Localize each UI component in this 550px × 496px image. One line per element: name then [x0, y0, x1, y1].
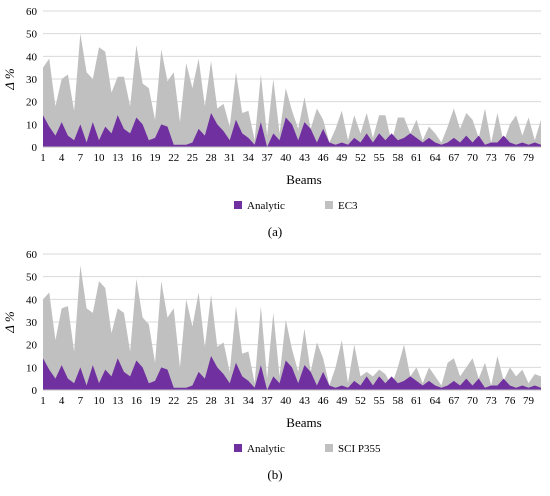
y-tick-label: 10 — [26, 362, 38, 374]
x-tick-label: 40 — [280, 152, 292, 164]
y-tick-label: 40 — [26, 51, 38, 63]
x-tick-label: 10 — [94, 152, 106, 164]
y-tick-label: 20 — [26, 340, 38, 352]
x-tick-label: 64 — [430, 395, 442, 407]
x-tick-label: 52 — [355, 152, 366, 164]
x-tick-label: 22 — [168, 152, 179, 164]
x-tick-label: 67 — [448, 395, 460, 407]
x-tick-label: 73 — [486, 395, 498, 407]
x-tick-label: 16 — [131, 152, 143, 164]
x-tick-label: 76 — [504, 395, 516, 407]
legend-item: Analytic — [234, 443, 285, 455]
legend-label: Analytic — [247, 200, 285, 212]
x-tick-label: 37 — [262, 395, 274, 407]
x-tick-label: 55 — [374, 395, 386, 407]
y-tick-label: 50 — [26, 29, 38, 41]
x-tick-label: 61 — [411, 152, 422, 164]
legend-item: EC3 — [325, 200, 358, 212]
y-tick-label: 20 — [26, 97, 38, 109]
x-tick-label: 31 — [224, 152, 235, 164]
chart-panel-a: 0 10 20 30 40 50 60 1 4 7 10 13 16 19 22 25 28 31 34 37 40 43… — [2, 6, 541, 239]
x-tick-label: 49 — [336, 152, 348, 164]
x-tick-label: 31 — [224, 395, 235, 407]
x-tick-label: 19 — [150, 152, 162, 164]
x-tick-label: 70 — [467, 395, 479, 407]
x-tick-label: 40 — [280, 395, 292, 407]
x-tick-label: 58 — [392, 395, 404, 407]
x-tick-label: 67 — [448, 152, 460, 164]
x-tick-label: 16 — [131, 395, 143, 407]
chart-panel-b: 0 10 20 30 40 50 60 1 4 7 10 13 16 19 22 25 28 31 34 37 40 43… — [2, 249, 541, 482]
x-tick-label: 28 — [206, 152, 218, 164]
y-tick-label: 30 — [26, 74, 38, 86]
panel-caption: (b) — [267, 467, 282, 482]
x-tick-label: 49 — [336, 395, 348, 407]
y-axis-title: Δ % — [2, 68, 17, 91]
x-tick-label: 43 — [299, 395, 311, 407]
x-tick-label: 58 — [392, 152, 404, 164]
y-tick-label: 30 — [26, 317, 38, 329]
x-tick-label: 25 — [187, 395, 199, 407]
x-tick-label: 70 — [467, 152, 479, 164]
x-axis-title: Beams — [286, 415, 321, 430]
x-tick-label: 46 — [318, 152, 330, 164]
y-tick-label: 10 — [26, 119, 38, 131]
x-tick-label: 1 — [40, 395, 46, 407]
x-tick-label: 22 — [168, 395, 179, 407]
x-tick-label: 64 — [430, 152, 442, 164]
x-tick-label: 79 — [523, 152, 535, 164]
x-tick-label: 13 — [112, 152, 124, 164]
x-tick-label: 10 — [94, 395, 106, 407]
x-tick-label: 19 — [150, 395, 162, 407]
legend-item: SCI P355 — [325, 443, 381, 455]
y-axis-title: Δ % — [2, 311, 17, 334]
y-tick-label: 0 — [32, 142, 38, 154]
y-tick-label: 40 — [26, 294, 38, 306]
y-tick-label: 60 — [26, 6, 38, 18]
x-tick-label: 43 — [299, 152, 311, 164]
x-tick-label: 13 — [112, 395, 124, 407]
panel-caption: (a) — [268, 224, 282, 239]
legend-label: SCI P355 — [338, 443, 381, 455]
x-axis-title: Beams — [286, 172, 321, 187]
legend-swatch — [325, 201, 333, 209]
y-tick-label: 60 — [26, 249, 38, 261]
x-tick-label: 52 — [355, 395, 366, 407]
legend-label: Analytic — [247, 443, 285, 455]
x-tick-label: 7 — [78, 395, 84, 407]
legend-item: Analytic — [234, 200, 285, 212]
x-tick-label: 73 — [486, 152, 498, 164]
x-tick-label: 4 — [59, 395, 65, 407]
x-tick-label: 25 — [187, 152, 199, 164]
x-tick-label: 1 — [40, 152, 46, 164]
x-tick-label: 7 — [78, 152, 84, 164]
legend-swatch — [234, 444, 242, 452]
x-tick-label: 61 — [411, 395, 422, 407]
x-tick-label: 28 — [206, 395, 218, 407]
x-tick-label: 34 — [243, 152, 255, 164]
x-tick-label: 37 — [262, 152, 274, 164]
x-tick-label: 46 — [318, 395, 330, 407]
x-tick-label: 79 — [523, 395, 535, 407]
legend-label: EC3 — [338, 200, 358, 212]
x-tick-label: 4 — [59, 152, 65, 164]
x-tick-label: 76 — [504, 152, 516, 164]
y-tick-label: 50 — [26, 272, 38, 284]
x-tick-label: 55 — [374, 152, 386, 164]
y-tick-label: 0 — [32, 385, 38, 397]
legend-swatch — [325, 444, 333, 452]
x-tick-label: 34 — [243, 395, 255, 407]
legend-swatch — [234, 201, 242, 209]
